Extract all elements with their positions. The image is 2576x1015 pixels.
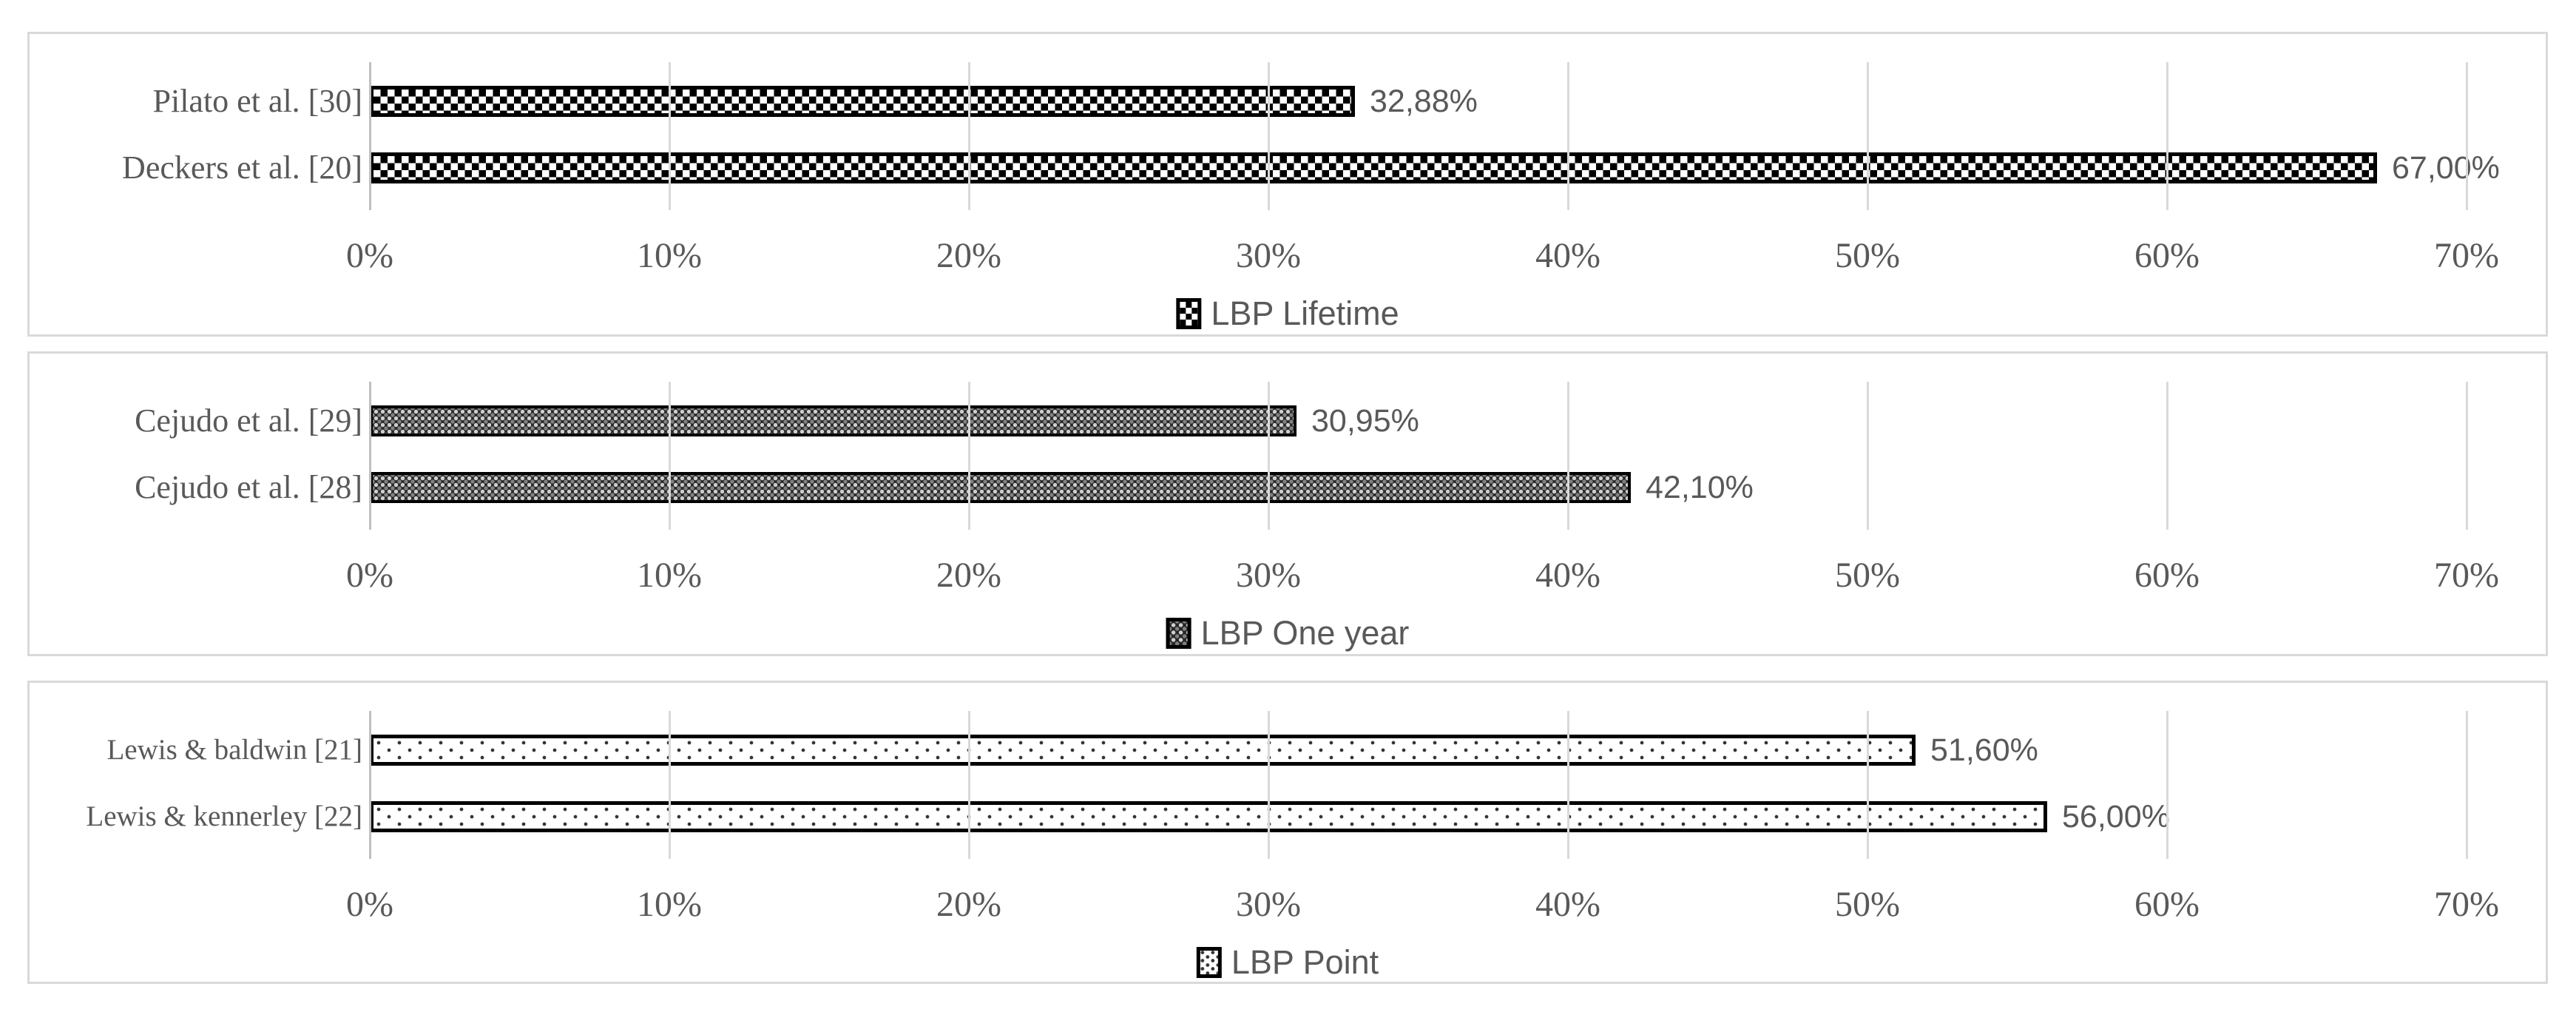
category-label: Deckers et al. [20] xyxy=(122,149,362,186)
data-label: 32,88% xyxy=(1370,84,1478,119)
gridline xyxy=(1567,62,1569,210)
y-axis-line xyxy=(369,382,371,530)
gridline xyxy=(1867,382,1869,530)
category-label: Cejudo et al. [28] xyxy=(135,469,362,505)
x-tick-label: 20% xyxy=(936,236,1001,275)
gridline xyxy=(669,711,671,859)
y-axis-line xyxy=(369,62,371,210)
data-label: 51,60% xyxy=(1930,732,2038,768)
x-tick-label: 60% xyxy=(2134,885,2200,924)
data-label: 30,95% xyxy=(1311,403,1419,439)
x-tick-label: 0% xyxy=(346,556,393,595)
x-tick-label: 30% xyxy=(1236,236,1301,275)
legend-label: LBP Lifetime xyxy=(1211,294,1399,332)
bar-lewis-baldwin xyxy=(370,735,1916,766)
x-tick-label: 10% xyxy=(637,236,702,275)
x-tick-label: 40% xyxy=(1535,236,1600,275)
gridline xyxy=(1567,711,1569,859)
gridline xyxy=(2166,711,2168,859)
category-label: Cejudo et al. [29] xyxy=(135,402,362,439)
category-label: Lewis & kennerley [22] xyxy=(86,800,362,832)
chart-panel-lbp-lifetime: Pilato et al. [30] Deckers et al. [20] 3… xyxy=(27,32,2548,337)
x-tick-label: 40% xyxy=(1535,556,1600,595)
gridline xyxy=(1867,62,1869,210)
legend-swatch-light-dots-icon xyxy=(1196,947,1222,978)
legend: LBP One year xyxy=(1166,614,1410,652)
x-tick-label: 30% xyxy=(1236,885,1301,924)
gridline xyxy=(2166,62,2168,210)
legend-swatch-dark-dots-icon xyxy=(1166,618,1191,649)
gridline xyxy=(1567,382,1569,530)
data-label: 67,00% xyxy=(2392,150,2500,186)
x-tick-label: 70% xyxy=(2434,236,2499,275)
x-tick-label: 40% xyxy=(1535,885,1600,924)
bar-pilato xyxy=(370,86,1355,117)
x-tick-label: 0% xyxy=(346,236,393,275)
gridline xyxy=(1268,382,1270,530)
y-axis-line xyxy=(369,711,371,859)
chart-panel-lbp-one-year: Cejudo et al. [29] Cejudo et al. [28] 30… xyxy=(27,351,2548,656)
gridline xyxy=(1867,711,1869,859)
bar-cejudo-28 xyxy=(370,472,1631,503)
gridline xyxy=(669,62,671,210)
chart-panel-lbp-point: Lewis & baldwin [21] Lewis & kennerley [… xyxy=(27,681,2548,984)
category-label: Pilato et al. [30] xyxy=(152,83,363,119)
category-label: Lewis & baldwin [21] xyxy=(107,734,362,766)
data-label: 56,00% xyxy=(2062,799,2170,834)
x-tick-label: 30% xyxy=(1236,556,1301,595)
x-tick-label: 50% xyxy=(1835,556,1900,595)
legend: LBP Lifetime xyxy=(1176,294,1399,333)
x-tick-label: 70% xyxy=(2434,556,2499,595)
bar-deckers xyxy=(370,152,2377,183)
gridline xyxy=(968,62,970,210)
data-label: 42,10% xyxy=(1646,470,1754,505)
legend-swatch-checkerboard-icon xyxy=(1176,298,1202,329)
x-tick-label: 10% xyxy=(637,556,702,595)
gridline xyxy=(1268,711,1270,859)
x-tick-label: 60% xyxy=(2134,556,2200,595)
gridline xyxy=(669,382,671,530)
gridline xyxy=(2466,382,2468,530)
bar-lewis-kennerley xyxy=(370,801,2047,832)
gridline xyxy=(968,382,970,530)
legend-label: LBP One year xyxy=(1200,614,1410,652)
x-tick-label: 10% xyxy=(637,885,702,924)
gridline xyxy=(968,711,970,859)
x-tick-label: 50% xyxy=(1835,885,1900,924)
gridline xyxy=(2166,382,2168,530)
legend: LBP Point xyxy=(1196,943,1379,982)
x-tick-label: 20% xyxy=(936,556,1001,595)
x-tick-label: 50% xyxy=(1835,236,1900,275)
gridline xyxy=(2466,62,2468,210)
gridline xyxy=(1268,62,1270,210)
gridline xyxy=(2466,711,2468,859)
x-tick-label: 60% xyxy=(2134,236,2200,275)
x-tick-label: 70% xyxy=(2434,885,2499,924)
bar-cejudo-29 xyxy=(370,405,1297,436)
x-tick-label: 20% xyxy=(936,885,1001,924)
legend-label: LBP Point xyxy=(1231,943,1379,981)
x-tick-label: 0% xyxy=(346,885,393,924)
